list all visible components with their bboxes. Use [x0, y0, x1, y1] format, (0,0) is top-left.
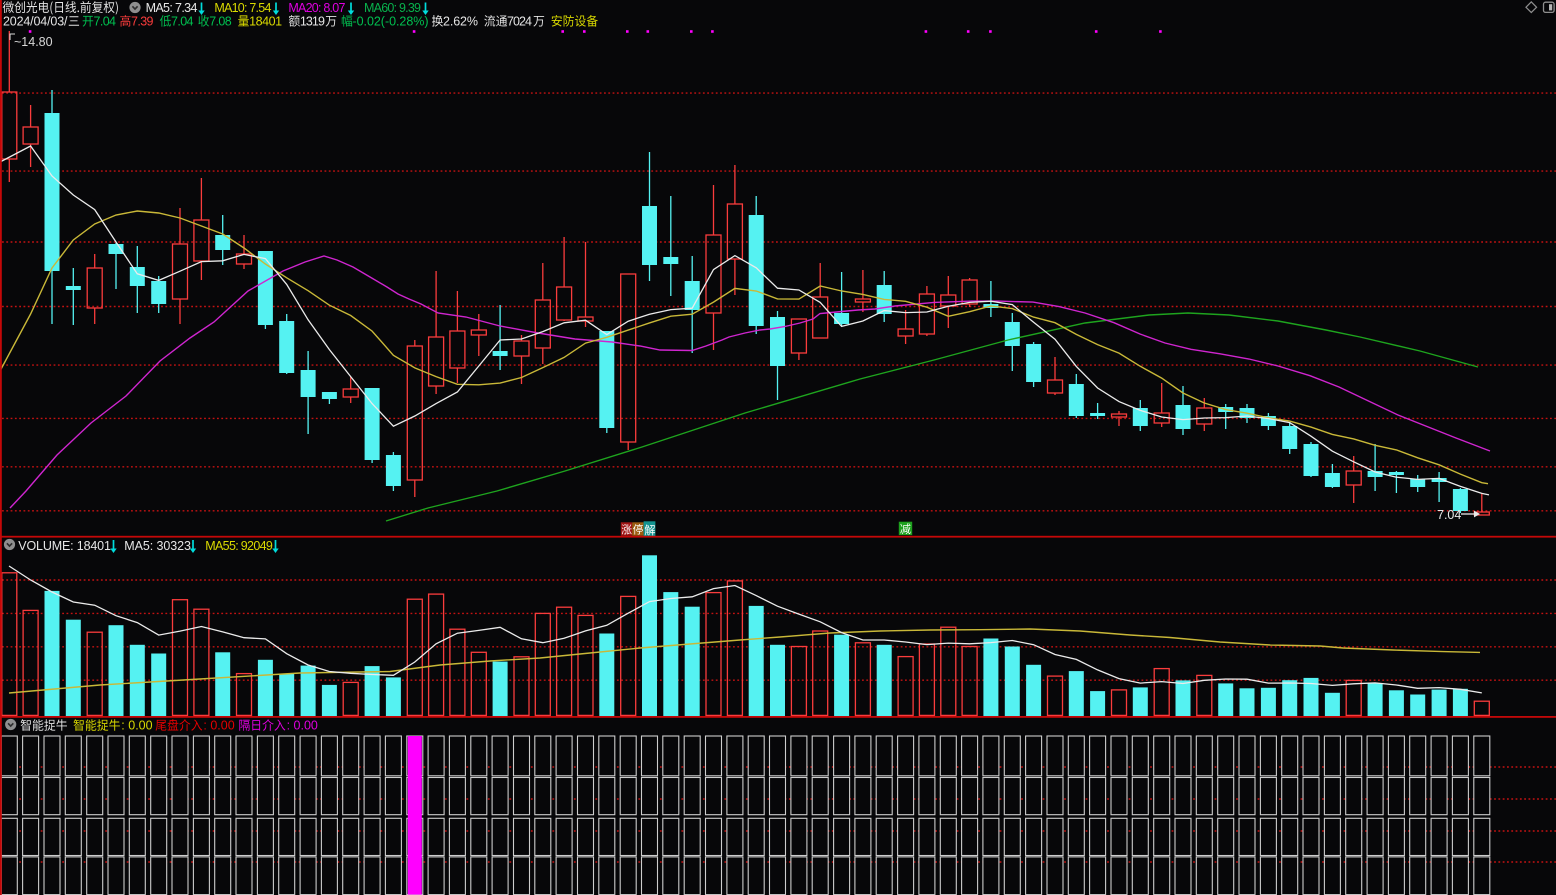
svg-text:18401: 18401: [249, 15, 282, 29]
svg-text:2.62%: 2.62%: [443, 15, 478, 29]
svg-text:: 0.00: : 0.00: [203, 719, 234, 733]
svg-text:2024/04/03/: 2024/04/03/: [3, 15, 68, 29]
svg-text:-0.02(-0.28%): -0.02(-0.28%): [353, 15, 429, 29]
svg-text:7.04: 7.04: [94, 15, 117, 29]
svg-text:MA5: 7.34: MA5: 7.34: [146, 1, 198, 15]
svg-text:7024: 7024: [507, 15, 532, 29]
svg-text:7.39: 7.39: [131, 15, 154, 29]
svg-text:VOLUME: 18401: VOLUME: 18401: [18, 539, 111, 553]
svg-text:: 0.00: : 0.00: [121, 719, 152, 733]
svg-text:7.08: 7.08: [209, 15, 232, 29]
svg-text:MA5: 30323: MA5: 30323: [124, 539, 191, 553]
svg-text:: 0.00: : 0.00: [287, 719, 318, 733]
svg-text:MA10: 7.54: MA10: 7.54: [214, 1, 271, 15]
svg-text:~14.80: ~14.80: [14, 35, 53, 49]
svg-text:MA20: 8.07: MA20: 8.07: [288, 1, 345, 15]
svg-text:MA55: 92049: MA55: 92049: [205, 539, 273, 553]
svg-text:7.04: 7.04: [171, 15, 194, 29]
svg-text:7.04: 7.04: [1437, 508, 1461, 522]
svg-text:1319: 1319: [300, 15, 325, 29]
svg-text:MA60: 9.39: MA60: 9.39: [364, 1, 421, 15]
